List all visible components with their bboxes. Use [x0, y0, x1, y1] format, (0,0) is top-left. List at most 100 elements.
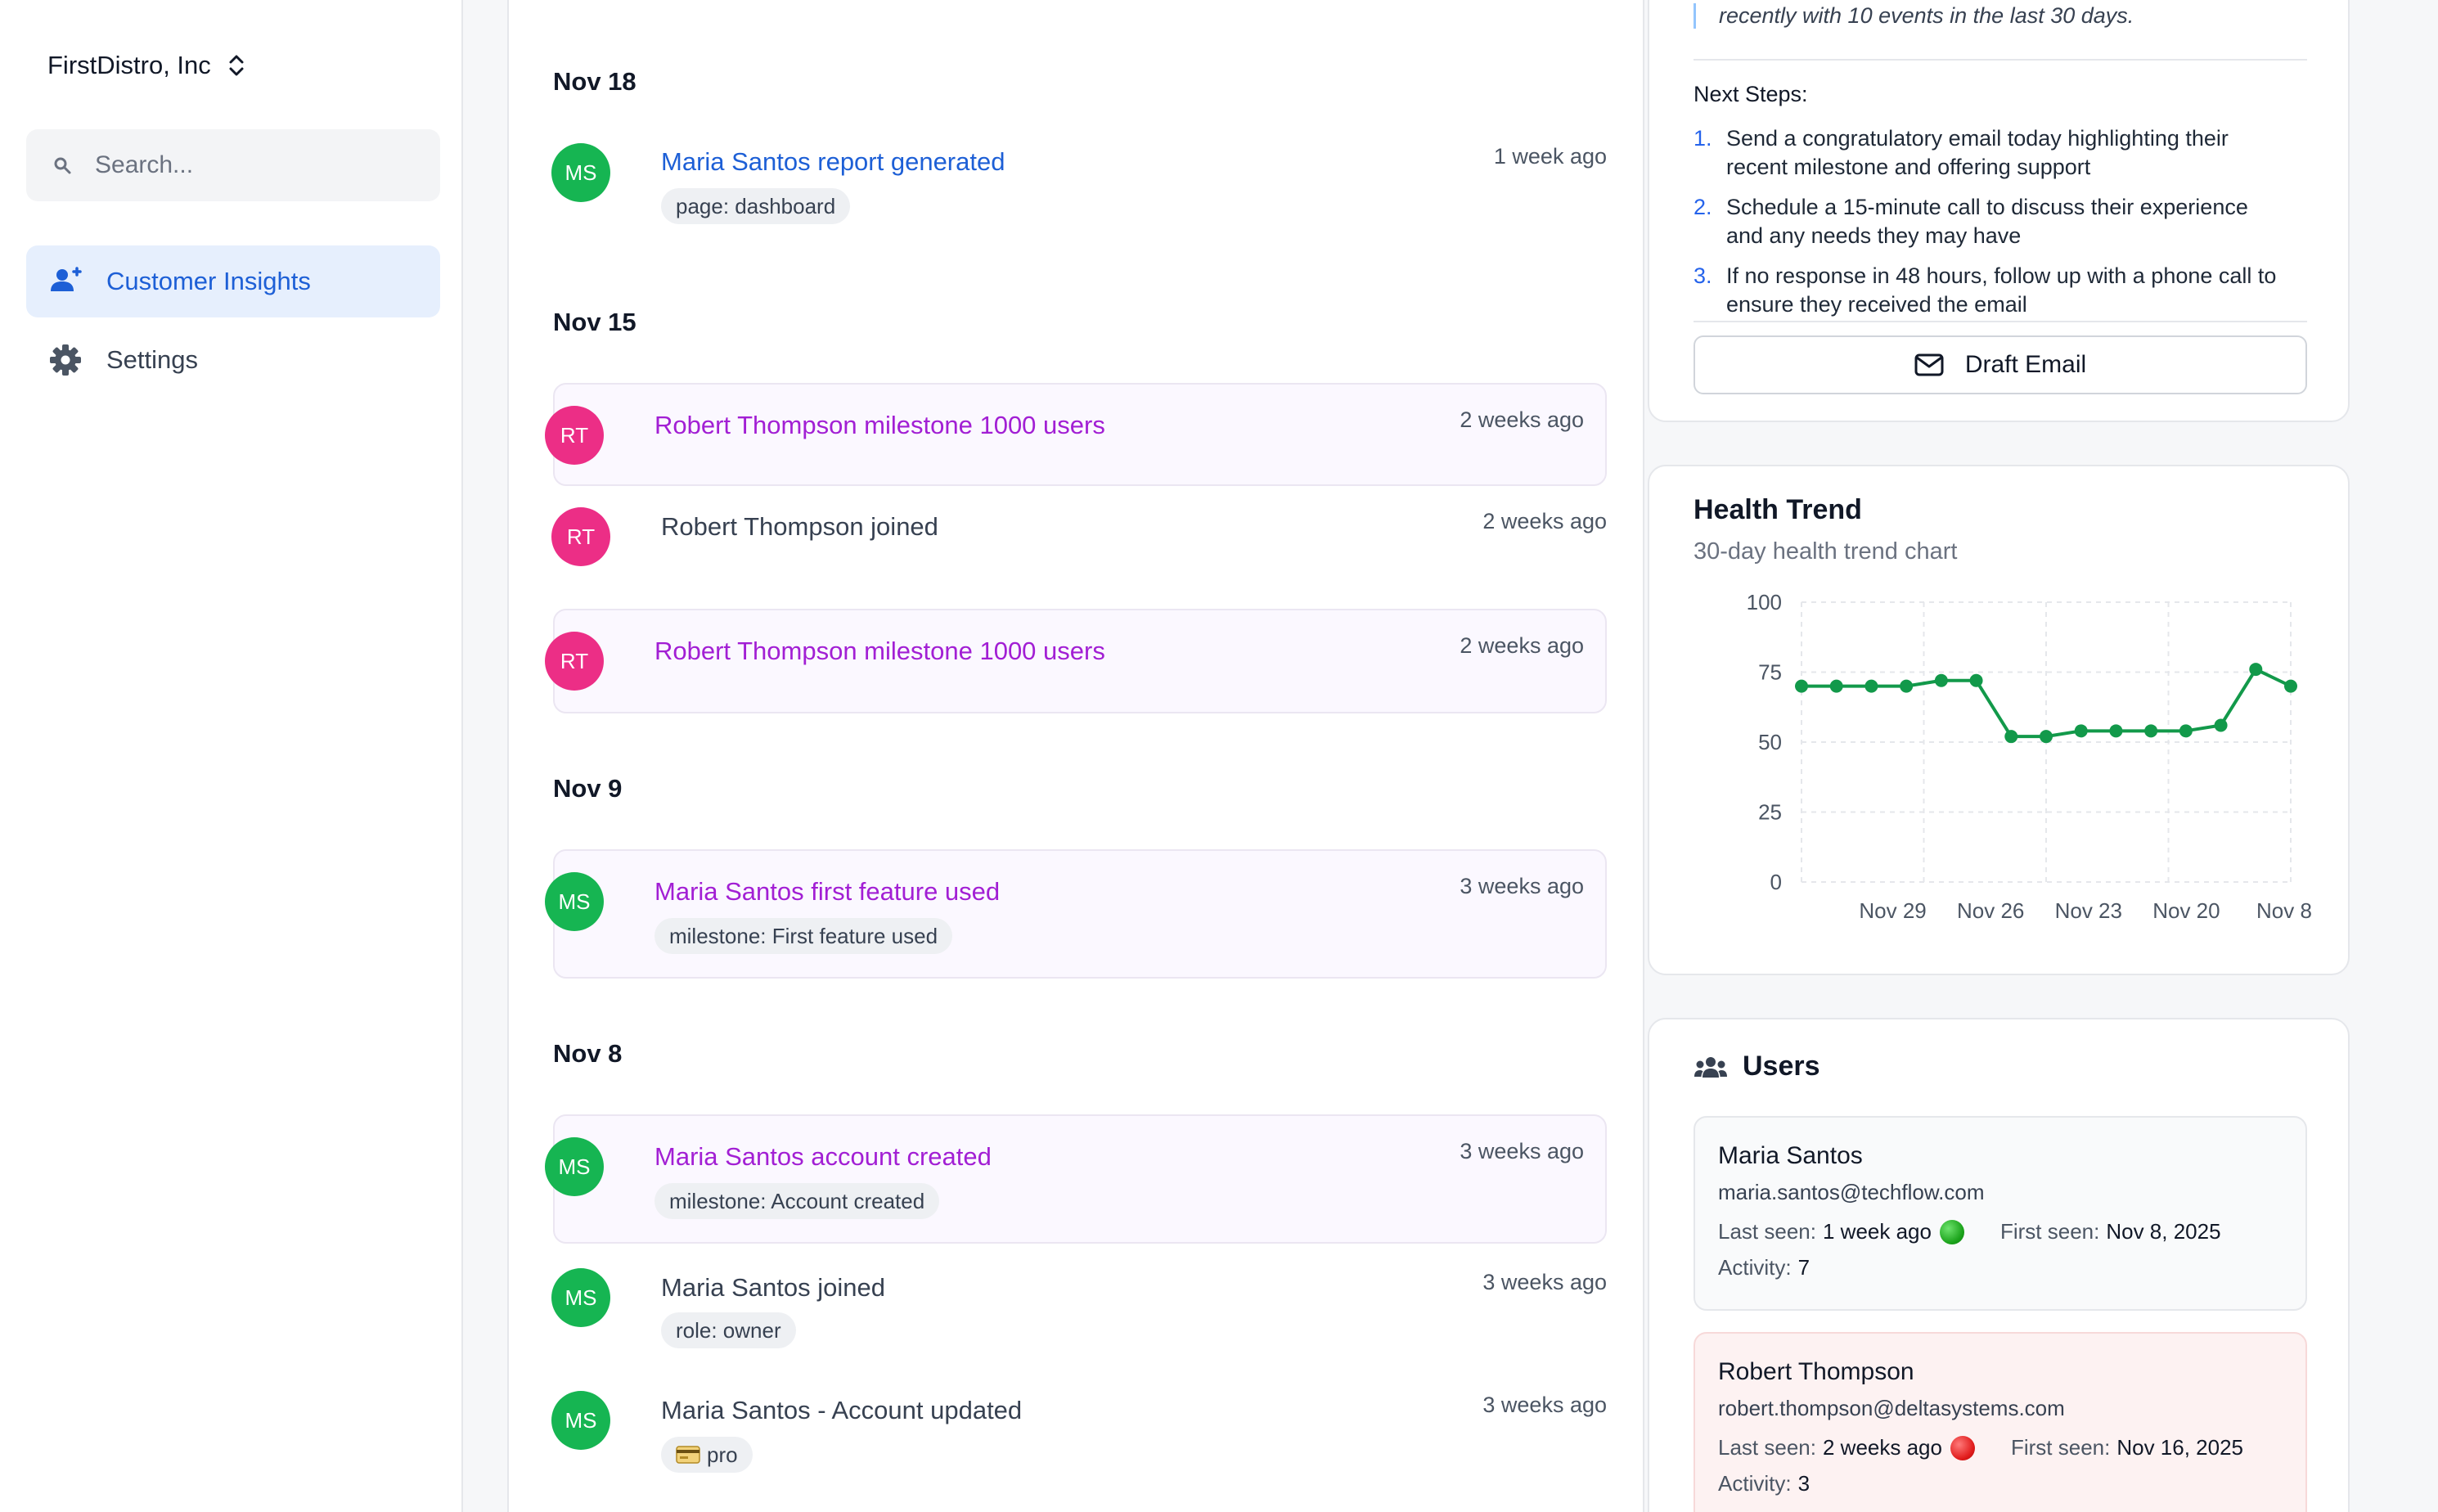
timeline-event[interactable]: MS Maria Santos - Account updated 3 week… [551, 1383, 1607, 1489]
event-title[interactable]: Maria Santos first feature used [654, 877, 1001, 906]
timeline-event[interactable]: MS Maria Santos first feature used 3 wee… [545, 849, 1607, 979]
event-tag: page: dashboard [661, 188, 851, 224]
nav-item-customer-insights[interactable]: Customer Insights [26, 245, 440, 317]
chevron-up-down-icon [229, 55, 244, 76]
timeline-event[interactable]: MS Maria Santos report generated 1 week … [551, 131, 1607, 237]
last-seen-value: 1 week ago [1822, 1219, 1932, 1244]
users-group-icon [1694, 1056, 1727, 1078]
health-trend-chart: 0 25 50 75 100 Nov 29 Nov 26 Nov 23 Nov 20 Nov 8 [1747, 590, 2312, 923]
event-title[interactable]: Maria Santos account created [654, 1142, 992, 1171]
step-text: ensure they received the email [1726, 292, 2027, 317]
avatar: RT [545, 632, 604, 691]
data-point [2144, 724, 2158, 738]
event-title[interactable]: Robert Thompson milestone 1000 users [654, 411, 1105, 439]
gear-icon [50, 344, 81, 376]
draft-email-button[interactable]: Draft Email [1694, 335, 2307, 394]
data-point [2249, 663, 2263, 677]
user-meta: Last seen: 1 week ago First seen: Nov 8,… [1718, 1219, 2221, 1244]
date-heading: Nov 9 [553, 774, 623, 803]
user-activity: Activity: 7 [1718, 1255, 1810, 1280]
avatar: MS [551, 1391, 610, 1450]
activity-value: 7 [1797, 1255, 1811, 1280]
data-point [2040, 730, 2053, 744]
event-time: 3 weeks ago [1460, 874, 1584, 898]
date-heading: Nov 18 [553, 67, 636, 96]
event-title[interactable]: Robert Thompson milestone 1000 users [654, 637, 1105, 665]
x-tick-label: Nov 20 [2152, 898, 2220, 923]
search-box[interactable] [26, 129, 440, 201]
data-point [1900, 679, 1914, 693]
timeline-event[interactable]: MS Maria Santos account created 3 weeks … [545, 1114, 1607, 1244]
user-activity: Activity: 3 [1718, 1471, 1810, 1496]
step-number: 2. [1694, 195, 1712, 219]
org-switcher[interactable]: FirstDistro, Inc [47, 51, 247, 80]
data-point [2074, 724, 2088, 738]
nav-item-settings[interactable]: Settings [26, 324, 440, 396]
step-text: and any needs they may have [1726, 223, 2022, 248]
event-title[interactable]: Maria Santos joined [661, 1273, 885, 1302]
user-card[interactable]: Maria Santos maria.santos@techflow.com L… [1694, 1116, 2307, 1311]
user-name: Maria Santos [1718, 1142, 1863, 1169]
user-email: robert.thompson@deltasystems.com [1718, 1396, 2065, 1420]
x-tick-label: Nov 8 [2256, 898, 2312, 923]
search-input[interactable] [95, 151, 406, 179]
data-point [1934, 673, 1948, 687]
activity-label: Activity: [1718, 1471, 1792, 1496]
status-red-icon [1950, 1435, 1975, 1460]
users-card: Users Maria Santos maria.santos@techflow… [1648, 1018, 2350, 1512]
step-text: Send a congratulatory email today highli… [1726, 126, 2229, 151]
user-meta: Last seen: 2 weeks ago First seen: Nov 1… [1718, 1435, 2243, 1460]
y-tick-label: 75 [1758, 660, 1782, 685]
event-time: 3 weeks ago [1482, 1270, 1607, 1294]
next-step: 1. Send a congratulatory email today hig… [1694, 124, 2315, 182]
avatar: RT [545, 406, 604, 465]
date-heading: Nov 15 [553, 308, 636, 336]
first-seen-value: Nov 8, 2025 [2106, 1219, 2221, 1244]
event-title[interactable]: Maria Santos - Account updated [661, 1396, 1023, 1424]
step-number: 1. [1694, 126, 1712, 151]
data-point [2109, 724, 2123, 738]
user-email: maria.santos@techflow.com [1718, 1180, 1985, 1204]
y-tick-label: 100 [1747, 590, 1782, 614]
y-tick-label: 25 [1758, 800, 1782, 825]
data-point [1795, 679, 1808, 693]
data-point [1864, 679, 1878, 693]
timeline-event[interactable]: RT Robert Thompson milestone 1000 users … [545, 609, 1607, 713]
timeline-event[interactable]: MS Maria Santos joined 3 weeks ago role:… [551, 1257, 1607, 1363]
timeline-event[interactable]: RT Robert Thompson milestone 1000 users … [545, 383, 1607, 486]
step-text: recent milestone and offering support [1726, 155, 2091, 179]
health-trend-card: Health Trend 30-day health trend chart 0… [1648, 465, 2350, 975]
x-tick-label: Nov 29 [1859, 898, 1926, 923]
credit-card-icon [676, 1446, 700, 1464]
event-tag: pro [661, 1437, 753, 1473]
first-seen-label: First seen: [1999, 1219, 2100, 1244]
insight-quote: recently with 10 events in the last 30 d… [1694, 3, 2134, 29]
avatar: MS [545, 1137, 604, 1196]
first-seen-value: Nov 16, 2025 [2116, 1435, 2244, 1460]
card-subtitle: 30-day health trend chart [1694, 538, 1958, 565]
users-title: Users [1743, 1051, 1820, 1082]
data-point [2284, 679, 2297, 693]
step-text: If no response in 48 hours, follow up wi… [1726, 263, 2277, 288]
first-seen-label: First seen: [2010, 1435, 2111, 1460]
user-card[interactable]: Robert Thompson robert.thompson@deltasys… [1694, 1332, 2307, 1512]
avatar: MS [551, 1268, 610, 1327]
event-tag: milestone: Account created [654, 1183, 940, 1219]
divider [1694, 321, 2307, 322]
y-tick-label: 0 [1770, 870, 1782, 894]
activity-timeline: Nov 18 MS Maria Santos report generated … [507, 0, 1644, 1512]
event-time: 2 weeks ago [1460, 407, 1584, 432]
status-green-icon [1939, 1219, 1964, 1244]
date-heading: Nov 8 [553, 1039, 623, 1068]
last-seen-value: 2 weeks ago [1822, 1435, 1942, 1460]
event-title[interactable]: Robert Thompson joined [661, 512, 938, 541]
last-seen-label: Last seen: [1718, 1219, 1816, 1244]
avatar: MS [545, 872, 604, 931]
event-tag: role: owner [661, 1312, 796, 1348]
timeline-event[interactable]: RT Robert Thompson joined 2 weeks ago [551, 501, 1607, 583]
event-title[interactable]: Maria Santos report generated [661, 147, 1005, 176]
step-text: Schedule a 15-minute call to discuss the… [1726, 195, 2248, 219]
button-label: Draft Email [1964, 351, 2087, 378]
next-step: 3. If no response in 48 hours, follow up… [1694, 262, 2315, 319]
tag-label: pro [707, 1442, 738, 1467]
